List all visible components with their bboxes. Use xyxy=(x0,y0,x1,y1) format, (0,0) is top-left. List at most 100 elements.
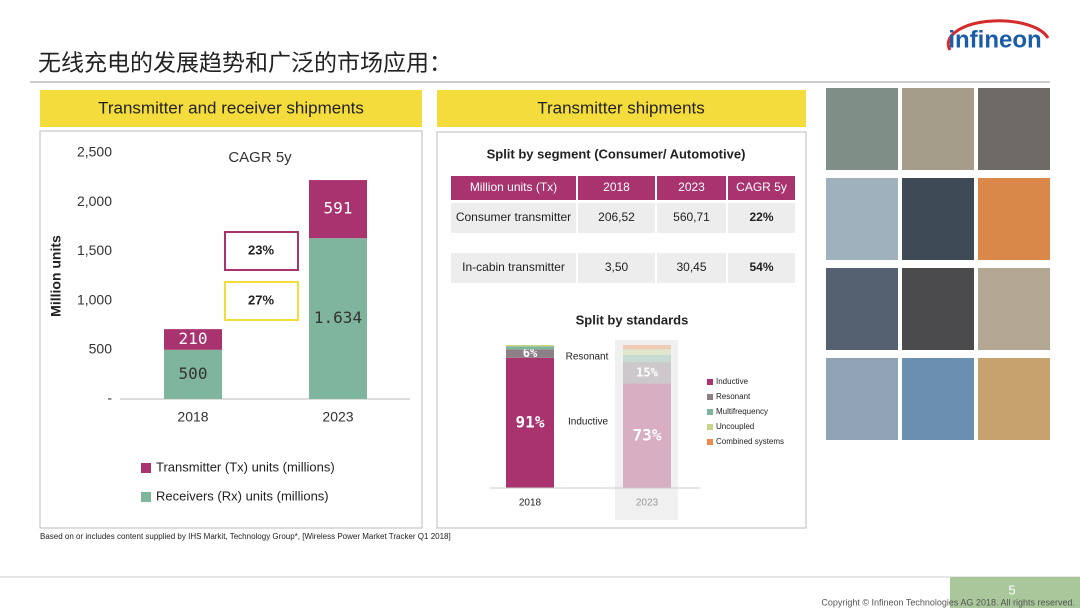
legend-swatch xyxy=(141,463,151,473)
bar xyxy=(623,355,671,363)
legend-label: Combined systems xyxy=(716,437,784,446)
annotation-box xyxy=(224,281,299,321)
photo xyxy=(902,178,974,260)
legend-swatch xyxy=(707,379,713,385)
logo: infineon xyxy=(948,26,1041,53)
x-tick-label: 2023 xyxy=(322,409,353,425)
legend-swatch xyxy=(707,424,713,430)
bar xyxy=(506,345,554,347)
table-header-cell xyxy=(451,176,576,200)
annotation: 27% xyxy=(248,292,274,307)
photo xyxy=(826,358,898,440)
page-number: 5 xyxy=(1008,582,1015,597)
table-cell xyxy=(578,253,655,283)
legend-label: Inductive xyxy=(716,377,749,386)
table-cell xyxy=(451,253,576,283)
legend-label: Transmitter (Tx) units (millions) xyxy=(156,459,335,474)
table-cell-text: 206,52 xyxy=(598,210,635,224)
table-cell-text: 22% xyxy=(749,210,773,224)
photo xyxy=(826,178,898,260)
footer-shape xyxy=(950,577,1080,608)
value-label: 91% xyxy=(516,412,545,431)
table-header: 2023 xyxy=(678,180,705,194)
legend-swatch xyxy=(141,492,151,502)
annotation: 23% xyxy=(248,242,274,257)
highlight-bg xyxy=(615,340,678,520)
legend-label: Uncoupled xyxy=(716,422,754,431)
table-header-cell xyxy=(657,176,726,200)
footnote: Based on or includes content supplied by… xyxy=(40,532,451,541)
annotation: CAGR 5y xyxy=(228,149,292,166)
panel-header xyxy=(40,90,422,127)
table-header: Million units (Tx) xyxy=(470,180,557,194)
table-cell-text: 560,71 xyxy=(673,210,710,224)
table-header: CAGR 5y xyxy=(736,180,787,194)
y-tick-label: 1,000 xyxy=(77,291,112,307)
photo xyxy=(978,178,1050,260)
value-label: 210 xyxy=(179,329,208,348)
y-tick-label: - xyxy=(107,390,112,406)
legend-swatch xyxy=(707,439,713,445)
x-tick-label: 2018 xyxy=(177,409,208,425)
legend-label: Resonant xyxy=(716,392,751,401)
annotation: Inductive xyxy=(568,417,608,428)
value-label: 15% xyxy=(636,365,658,379)
bar xyxy=(309,238,367,399)
bar xyxy=(506,346,554,350)
photo-grid xyxy=(826,88,1050,440)
y-axis-label: Million units xyxy=(48,235,64,317)
photo xyxy=(826,88,898,170)
value-label: 1.634 xyxy=(314,308,362,327)
table-title: Split by segment (Consumer/ Automotive) xyxy=(487,146,746,161)
annotation: Resonant xyxy=(566,352,609,363)
bar xyxy=(623,345,671,350)
y-tick-label: 2,000 xyxy=(77,193,112,209)
chart-title: Split by standards xyxy=(576,312,689,327)
table-cell xyxy=(728,203,795,233)
value-label: 500 xyxy=(179,364,208,383)
photo xyxy=(902,358,974,440)
annotation-box xyxy=(224,231,299,271)
photo xyxy=(902,88,974,170)
copyright: Copyright © Infineon Technologies AG 201… xyxy=(821,597,1075,607)
slide-title: 无线充电的发展趋势和广泛的市场应用： xyxy=(38,51,452,77)
photo xyxy=(978,358,1050,440)
bar xyxy=(506,349,554,358)
photo xyxy=(978,88,1050,170)
table-cell xyxy=(451,203,576,233)
table-cell-text: In-cabin transmitter xyxy=(462,260,565,274)
table-cell xyxy=(578,203,655,233)
photo xyxy=(826,268,898,350)
value-label: 73% xyxy=(633,425,662,444)
table-header-cell xyxy=(728,176,795,200)
legend-label: Receivers (Rx) units (millions) xyxy=(156,488,329,503)
photo xyxy=(902,268,974,350)
table-cell xyxy=(728,253,795,283)
table-cell-text: Consumer transmitter xyxy=(456,210,571,224)
photo xyxy=(978,268,1050,350)
logo-arc xyxy=(946,19,1050,51)
table-cell-text: 30,45 xyxy=(676,260,706,274)
y-tick-label: 1,500 xyxy=(77,242,112,258)
panel-header xyxy=(437,90,806,127)
table-cell xyxy=(657,203,726,233)
bar xyxy=(623,349,671,356)
panel-title: Transmitter shipments xyxy=(537,98,705,117)
table-cell-text: 3,50 xyxy=(605,260,629,274)
bar xyxy=(623,362,671,384)
legend-swatch xyxy=(707,394,713,400)
legend-swatch xyxy=(707,409,713,415)
value-label: 591 xyxy=(324,199,353,218)
bar xyxy=(164,349,222,399)
x-tick-label: 2018 xyxy=(519,498,542,509)
table-header: 2018 xyxy=(603,180,630,194)
bar xyxy=(164,329,222,350)
panel-title: Transmitter and receiver shipments xyxy=(98,98,364,117)
table-header-cell xyxy=(578,176,655,200)
table-cell xyxy=(657,253,726,283)
table-cell-text: 54% xyxy=(749,260,773,274)
bar xyxy=(623,383,671,488)
bar xyxy=(309,180,367,239)
